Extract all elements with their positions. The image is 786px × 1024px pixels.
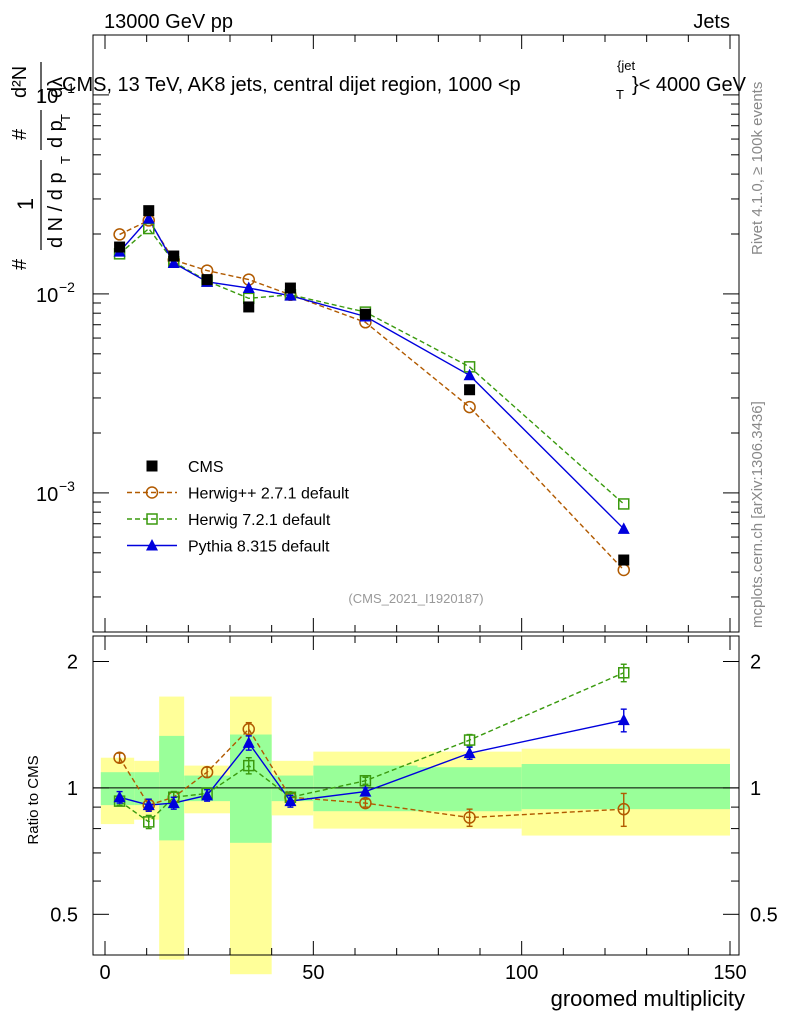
point-s3-8 bbox=[617, 522, 630, 534]
band-inner-4 bbox=[230, 734, 272, 843]
series-line-2 bbox=[119, 227, 625, 505]
main-title-sup: {jet bbox=[617, 58, 635, 73]
ytick-label-ratio-2: 2 bbox=[67, 651, 78, 673]
ratio-point-s0-3 bbox=[200, 765, 214, 779]
xtick-label-2: 100 bbox=[505, 962, 538, 984]
main-ylabel: # 1 d N / d p T # d p T d²N dλ bbox=[9, 62, 73, 270]
legend: CMS Herwig++ 2.7.1 default Herwig 7.2.1 de… bbox=[127, 459, 350, 556]
legend-marker-1 bbox=[145, 486, 159, 499]
ratio-point-s0-0 bbox=[113, 751, 126, 764]
ratio-panel: 0.5 0.5 1 1 2 2 0 50 100 150 Ratio to CMS groome… bbox=[25, 635, 778, 1011]
header-left: 13000 GeV pp bbox=[104, 11, 233, 33]
ratio-ylabel: Ratio to CMS bbox=[25, 755, 42, 844]
ratio-point-s2-0 bbox=[113, 790, 126, 803]
ratio-point-s2-8 bbox=[617, 713, 630, 726]
ytick-label-ratio-right-0: 0.5 bbox=[750, 904, 778, 926]
ratio-point-s1-7 bbox=[463, 734, 476, 746]
point-s3-2 bbox=[167, 256, 180, 268]
ylabel-frac2-den-sub: T bbox=[58, 114, 73, 122]
main-frame bbox=[92, 34, 740, 633]
ratio-point-s1-8 bbox=[618, 667, 630, 679]
ytick-label-ratio-right-1: 1 bbox=[750, 778, 761, 800]
point-s1-7 bbox=[463, 400, 476, 414]
ytick-exp-main-0: −3 bbox=[59, 478, 75, 494]
point-s3-7 bbox=[463, 368, 476, 381]
header-right: Jets bbox=[693, 11, 730, 33]
legend-label-1: Herwig++ 2.7.1 default bbox=[188, 486, 350, 503]
point-s3-1 bbox=[142, 212, 155, 224]
ylabel-frac2-den: d p bbox=[45, 120, 67, 148]
ratio-point-s2-3 bbox=[201, 788, 214, 801]
ratio-point-s2-2 bbox=[167, 796, 180, 809]
legend-label-0: CMS bbox=[188, 459, 224, 476]
ratio-frame bbox=[92, 635, 740, 956]
xtick-label-0: 0 bbox=[99, 962, 110, 984]
legend-marker-2 bbox=[146, 513, 158, 525]
ratio-point-s2-1 bbox=[142, 798, 155, 811]
point-s0-1 bbox=[143, 205, 155, 217]
point-s1-0 bbox=[113, 228, 126, 241]
ratio-point-s1-4 bbox=[243, 759, 255, 772]
point-s0-2 bbox=[168, 250, 180, 262]
ytick-exp-main-2: −1 bbox=[59, 80, 75, 96]
ylabel-hash: # bbox=[9, 258, 31, 270]
point-s0-5 bbox=[284, 282, 296, 294]
legend-label-3: Pythia 8.315 default bbox=[188, 539, 330, 556]
point-s0-6 bbox=[359, 308, 371, 320]
ratio-point-s2-6 bbox=[359, 785, 372, 797]
ylabel-frac3-den: dλ bbox=[45, 77, 67, 98]
point-s0-0 bbox=[114, 241, 126, 253]
band-inner-8 bbox=[521, 764, 730, 810]
point-s0-7 bbox=[464, 384, 476, 396]
point-s1-8 bbox=[617, 563, 630, 577]
ytick-label-ratio-1: 1 bbox=[67, 778, 78, 800]
watermark: (CMS_2021_I1920187) bbox=[348, 591, 483, 606]
ytick-label-ratio-right-2: 2 bbox=[750, 651, 761, 673]
legend-label-2: Herwig 7.2.1 default bbox=[188, 512, 331, 529]
ratio-line-0 bbox=[118, 728, 624, 819]
point-s0-4 bbox=[243, 301, 255, 313]
main-panel: 10−310−210−1 CMS, 13 TeV, AK8 jets, cent… bbox=[9, 34, 747, 633]
ylabel-frac2-num: # bbox=[9, 128, 31, 140]
xtick-label-1: 50 bbox=[302, 962, 324, 984]
ylabel-num-top: 1 bbox=[13, 198, 38, 210]
ratio-point-s0-4 bbox=[242, 722, 255, 736]
mcplots-label: mcplots.cern.ch [arXiv:1306.3436] bbox=[749, 401, 766, 628]
ylabel-den: d N / d p bbox=[45, 172, 67, 248]
legend-marker-3 bbox=[146, 539, 158, 551]
x-axis-label: groomed multiplicity bbox=[551, 986, 745, 1011]
legend-marker-0 bbox=[146, 460, 158, 472]
point-s0-8 bbox=[618, 554, 630, 566]
main-title: CMS, 13 TeV, AK8 jets, central dijet reg… bbox=[62, 74, 521, 96]
xtick-label-3: 150 bbox=[713, 962, 746, 984]
ratio-point-s1-1 bbox=[143, 816, 155, 828]
ylabel-den-sub: T bbox=[58, 156, 73, 164]
ylabel-frac3-num: d²N bbox=[9, 66, 31, 98]
point-s2-8 bbox=[618, 498, 630, 510]
ratio-point-s2-5 bbox=[284, 794, 297, 807]
ratio-point-s0-6 bbox=[359, 796, 372, 810]
ratio-point-s0-8 bbox=[617, 802, 630, 816]
main-title-tail: }< 4000 GeV bbox=[632, 74, 747, 96]
ytick-label-main-0: 10 bbox=[36, 484, 58, 506]
series-line-1 bbox=[119, 219, 625, 571]
series-line-3 bbox=[119, 217, 625, 530]
ratio-point-s2-4 bbox=[242, 736, 255, 748]
ytick-exp-main-1: −2 bbox=[59, 279, 75, 295]
ratio-point-s2-7 bbox=[463, 746, 476, 759]
point-s3-5 bbox=[284, 289, 297, 301]
point-s3-4 bbox=[242, 281, 255, 294]
point-s0-3 bbox=[201, 274, 213, 286]
ytick-label-ratio-0: 0.5 bbox=[50, 904, 78, 926]
ratio-point-s0-7 bbox=[463, 811, 476, 824]
rivet-label: Rivet 4.1.0, ≥ 100k events bbox=[749, 82, 766, 255]
ytick-label-main-1: 10 bbox=[36, 285, 58, 307]
main-title-sub: T bbox=[616, 87, 624, 102]
band-inner-7 bbox=[417, 767, 522, 812]
